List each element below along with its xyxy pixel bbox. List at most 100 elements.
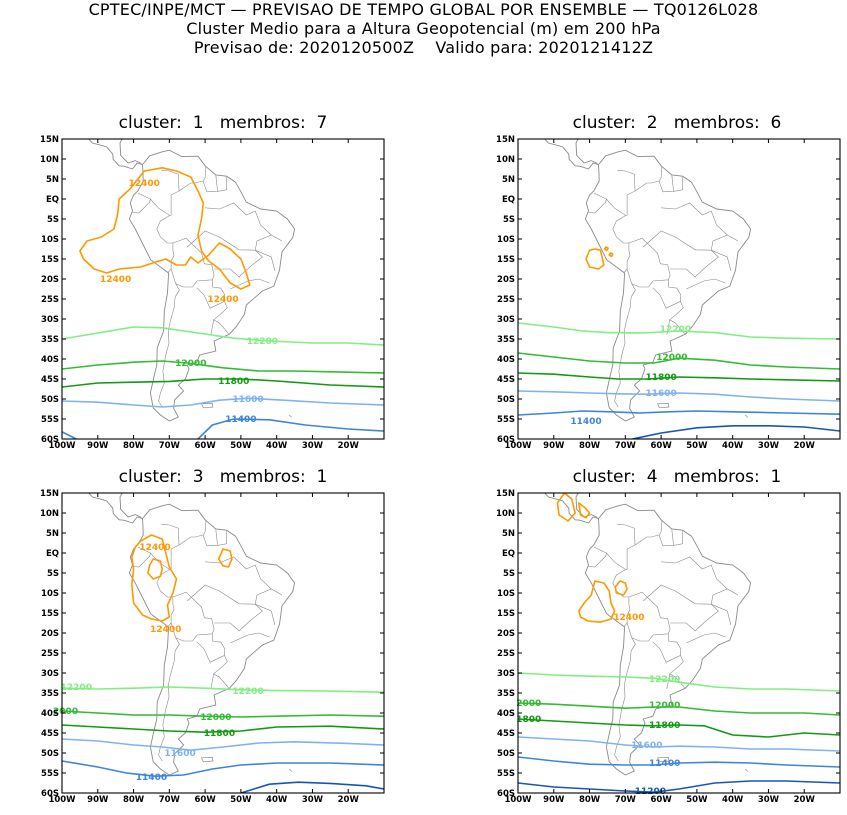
country-border	[187, 584, 263, 632]
country-border	[658, 530, 683, 547]
lon-tick-label: 30W	[758, 795, 780, 805]
coastline-south-america	[128, 503, 296, 776]
falkland-islands	[200, 757, 214, 763]
lat-tick-label: 10N	[496, 509, 515, 519]
lon-tick-label: 80W	[123, 441, 145, 451]
lat-tick-label: 5S	[503, 215, 515, 225]
lat-tick-label: 10S	[41, 589, 59, 599]
country-border	[255, 249, 276, 272]
country-border	[202, 176, 227, 193]
contour-11800	[518, 372, 840, 382]
country-border	[626, 237, 671, 288]
lat-tick-label: 5N	[46, 175, 59, 185]
coastline-central-america-caribbean	[119, 493, 142, 518]
country-border	[255, 603, 276, 626]
lat-tick-label: 60S	[41, 435, 59, 445]
lon-tick-label: 70W	[615, 795, 637, 805]
map-content	[518, 139, 840, 439]
country-border	[215, 175, 218, 192]
lat-tick-label: 10S	[41, 235, 59, 245]
cluster-1-map: 12400 12400 12400 12200 12000 11800 11600 11400…	[40, 135, 385, 451]
lat-tick-label: 55S	[497, 415, 515, 425]
contour-12200	[518, 322, 840, 340]
country-border	[254, 588, 272, 605]
lat-tick-label: 30S	[497, 669, 515, 679]
south-georgia	[744, 768, 748, 772]
lon-tick-label: 70W	[159, 795, 181, 805]
country-border	[711, 249, 732, 272]
contour-label: 12200	[660, 325, 691, 335]
country-border	[643, 584, 719, 632]
country-border	[612, 215, 631, 273]
country-border	[215, 529, 218, 546]
lon-tick-label: 50W	[686, 795, 708, 805]
country-border	[158, 283, 180, 408]
country-border	[669, 655, 685, 688]
contour-11400	[518, 756, 840, 768]
contour-label: 12200	[232, 687, 263, 697]
lat-tick-label: 30S	[41, 669, 59, 679]
cluster-4-map: 12400 12200 2000 12000 1800 11800 11600 11400 11…	[496, 489, 841, 805]
contour-12000	[62, 710, 384, 718]
country-border	[210, 673, 214, 690]
contour-11800	[518, 718, 840, 738]
lat-tick-label: EQ	[502, 195, 515, 205]
contour-12200	[62, 686, 384, 693]
lat-tick-label: 50S	[41, 395, 59, 405]
country-border	[202, 530, 227, 547]
country-border	[634, 520, 663, 546]
lon-tick-label: 30W	[302, 441, 324, 451]
contour-label: 11800	[218, 377, 249, 387]
contour-label: 12400	[207, 295, 238, 305]
lat-tick-label: 35S	[41, 689, 59, 699]
lat-tick-label: 25S	[41, 649, 59, 659]
south-georgia	[288, 414, 292, 418]
lat-tick-label: 60S	[41, 789, 59, 799]
lon-tick-label: 80W	[123, 795, 145, 805]
lon-tick-label: 40W	[266, 795, 288, 805]
lat-tick-label: 25S	[497, 295, 515, 305]
contour-label: 12400	[613, 613, 644, 623]
country-border	[210, 319, 214, 336]
coastline-central-america-caribbean	[119, 139, 142, 164]
contour-12400	[147, 558, 163, 580]
lon-tick-label: 100W	[48, 441, 76, 451]
lat-tick-label: 35S	[41, 335, 59, 345]
lon-tick-label: 80W	[579, 441, 601, 451]
header-line-1: CPTEC/INPE/MCT — PREVISAO DE TEMPO GLOBA…	[88, 0, 759, 19]
lon-tick-label: 30W	[302, 795, 324, 805]
panel-1-title: cluster: 1 membros: 7	[118, 113, 328, 133]
country-border	[205, 202, 283, 242]
country-border	[643, 230, 719, 278]
contour-11400	[62, 760, 384, 777]
contour-label: 12400	[139, 543, 170, 553]
contour-label: 12400	[150, 625, 181, 635]
lat-tick-label: EQ	[46, 549, 59, 559]
lat-tick-label: 50S	[497, 395, 515, 405]
lon-tick-label: 20W	[794, 441, 816, 451]
country-border	[150, 552, 170, 570]
south-georgia	[288, 768, 292, 772]
lon-tick-label: 80W	[579, 795, 601, 805]
coastline-central-america-pacific	[88, 139, 143, 170]
country-border	[661, 202, 739, 242]
country-border	[614, 283, 636, 408]
lat-tick-label: 35S	[497, 335, 515, 345]
contour-12000	[62, 360, 384, 374]
cluster-2-map: 12200 12000 11800 11600 11400 15N 10N 5N EQ 5S 10S…	[496, 135, 841, 451]
contour-12400	[614, 580, 628, 596]
lat-tick-label: 40S	[497, 709, 515, 719]
contour-12400	[603, 246, 609, 252]
country-border	[205, 556, 283, 596]
country-border	[196, 633, 226, 663]
country-border	[213, 655, 229, 688]
contour-12400	[217, 548, 233, 568]
country-border	[132, 546, 151, 568]
contour-label: 11800	[645, 373, 676, 383]
country-border	[170, 237, 215, 288]
lat-tick-label: 45S	[497, 375, 515, 385]
contour-11600	[518, 390, 840, 402]
country-border	[710, 234, 728, 251]
lon-tick-label: 90W	[87, 795, 109, 805]
lat-tick-label: 20S	[497, 275, 515, 285]
